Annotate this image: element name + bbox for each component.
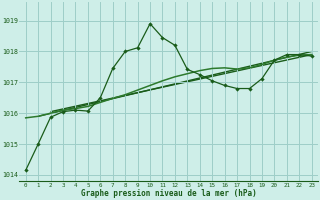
X-axis label: Graphe pression niveau de la mer (hPa): Graphe pression niveau de la mer (hPa) xyxy=(81,189,257,198)
